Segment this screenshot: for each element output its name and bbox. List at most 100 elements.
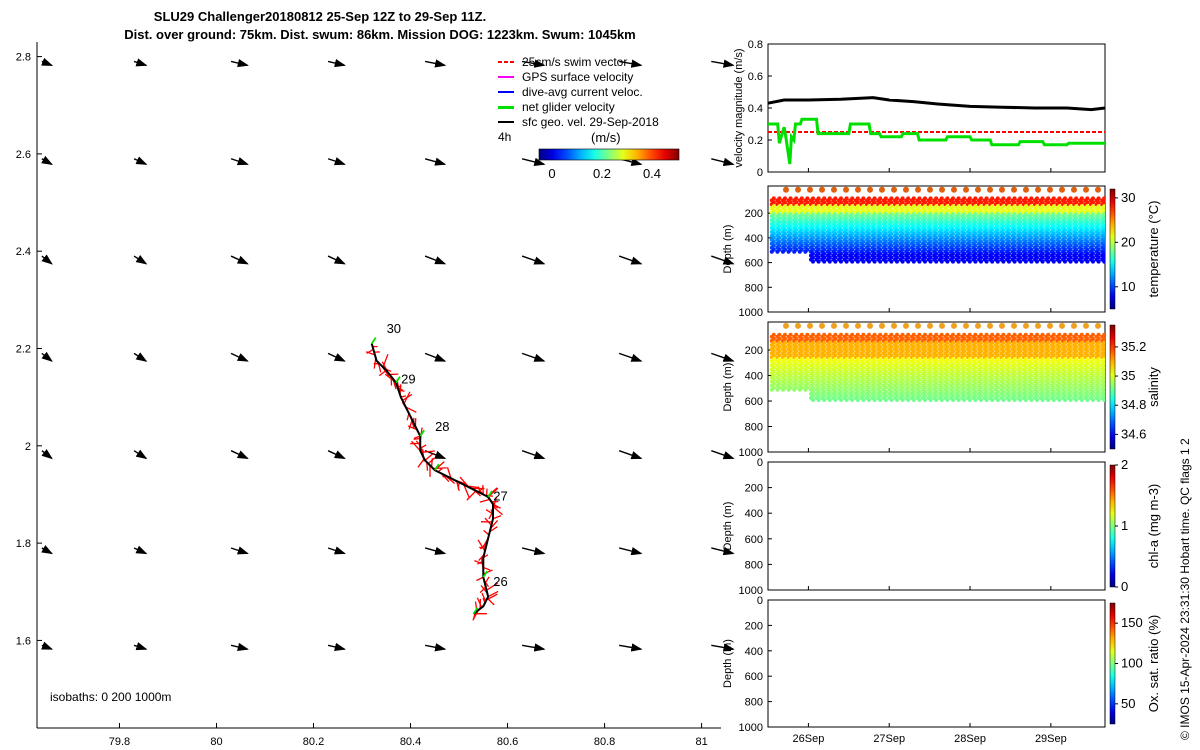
legend-item-net-glider: net glider velocity [498, 99, 659, 114]
map-y-tick-label: 2.8 [16, 52, 31, 64]
profile-point [1096, 259, 1101, 264]
depth-y-tick-label: 600 [745, 258, 763, 270]
depth-colorbar [1109, 464, 1116, 588]
geo-velocity-vector [41, 57, 54, 66]
velocity-series-line [767, 96, 1106, 112]
swim-vector [483, 566, 491, 571]
profile-point [786, 387, 791, 392]
profile-point [850, 398, 855, 402]
swim-vector [463, 484, 470, 498]
surface-marker [1095, 186, 1101, 193]
depth-y-tick-label: 400 [745, 371, 763, 383]
geo-velocity-vector [424, 546, 447, 555]
map-x-tick-label: 80 [210, 736, 222, 748]
profile-point [883, 398, 888, 402]
colorbar-tick-label: 2 [1121, 457, 1128, 472]
swim-vector [466, 490, 477, 501]
colorbar-tick-label: 1 [1121, 518, 1128, 533]
geo-velocity-vector [711, 450, 735, 460]
velocity-series-line [768, 117, 1105, 165]
geo-velocity-vector [711, 352, 735, 362]
legend-label: net glider velocity [522, 99, 615, 114]
map-x-tick-label: 80.6 [497, 736, 518, 748]
profile-point [1001, 259, 1006, 264]
depth-y-tick-label: 600 [745, 534, 763, 546]
profile-point [1091, 259, 1095, 264]
swim-vector [420, 450, 435, 453]
surface-marker [879, 186, 885, 193]
geo-velocity-vector [424, 255, 447, 265]
profile-point [1040, 398, 1045, 402]
profile-point [792, 249, 797, 254]
profile-point [822, 398, 827, 402]
surface-marker [819, 322, 825, 329]
depth-y-tick-label: 800 [745, 697, 763, 709]
geo-velocity-vector [133, 58, 148, 67]
legend-item-swim: 25cm/s swim vector [498, 54, 659, 69]
geo-velocity-vector [327, 642, 346, 652]
figure-title-line2: Dist. over ground: 75km. Dist. swum: 86k… [124, 27, 636, 42]
profile-point [816, 398, 821, 402]
colorbar-tick-label: 35.2 [1121, 339, 1146, 354]
swim-vector [492, 515, 502, 520]
geo-velocity-vector [230, 450, 249, 460]
swim-vector [486, 597, 495, 606]
velocity-y-label: velocity magnitude (m/s) [733, 48, 745, 167]
swim-vector [479, 586, 487, 594]
profile-point [769, 249, 774, 254]
swim-vector [405, 406, 417, 413]
geo-velocity-vector [41, 449, 53, 460]
geo-velocity-vector [133, 254, 148, 265]
depth-y-tick-label: 1000 [739, 307, 763, 319]
track-day-label: 28 [435, 419, 449, 434]
profile-point [844, 398, 849, 402]
profile-point [923, 259, 927, 264]
surface-marker [1059, 186, 1065, 193]
swim-vector [483, 529, 490, 536]
map-x-tick-label: 81 [695, 736, 707, 748]
surface-marker [843, 186, 849, 193]
track-day-label: 27 [493, 488, 507, 503]
surface-marker [1023, 186, 1029, 193]
legend-label: dive-avg current veloc. [522, 84, 643, 99]
profile-point [1051, 398, 1056, 402]
net-glider-vector [472, 607, 479, 615]
surface-marker [927, 322, 933, 329]
legend-label: sfc geo. vel. 29-Sep-2018 [522, 114, 659, 129]
profile-point [855, 398, 860, 402]
colorbar-tick-label: 0 [1121, 579, 1128, 594]
geo-velocity-vector [424, 157, 447, 166]
profile-point [1023, 398, 1028, 402]
swim-vector [485, 488, 488, 497]
profile-point [984, 259, 989, 264]
depth-y-tick-label: 600 [745, 671, 763, 683]
map-y-tick-label: 1.8 [16, 538, 31, 550]
depth-y-tick-label: 0 [757, 595, 763, 607]
geo-velocity-vector [424, 352, 447, 362]
profile-point [923, 398, 927, 402]
depth-y-tick-label: 200 [745, 620, 763, 632]
surface-marker [879, 322, 885, 329]
surface-marker [1071, 322, 1077, 329]
profile-point [1057, 259, 1062, 264]
depth-y-tick-label: 800 [745, 559, 763, 571]
map-x-tick-label: 80.8 [594, 736, 615, 748]
profile-point [833, 398, 838, 402]
profile-point [1102, 398, 1105, 402]
profile-point [1007, 259, 1011, 264]
surface-marker [915, 322, 921, 329]
map-y-tick-label: 2.2 [16, 344, 31, 356]
swim-vector [481, 592, 487, 602]
surface-marker [843, 322, 849, 329]
profile-point [1018, 259, 1023, 264]
geo-velocity-vector [230, 352, 249, 362]
surface-marker [1059, 322, 1065, 329]
profile-point [803, 249, 808, 254]
map-colorbar-tick-label: 0.2 [593, 166, 611, 181]
surface-marker [891, 186, 897, 193]
geo-velocity-vector [521, 643, 546, 652]
profile-point [792, 387, 797, 392]
surface-marker [951, 322, 957, 329]
swim-vector [483, 569, 493, 575]
surface-marker [1047, 186, 1053, 193]
